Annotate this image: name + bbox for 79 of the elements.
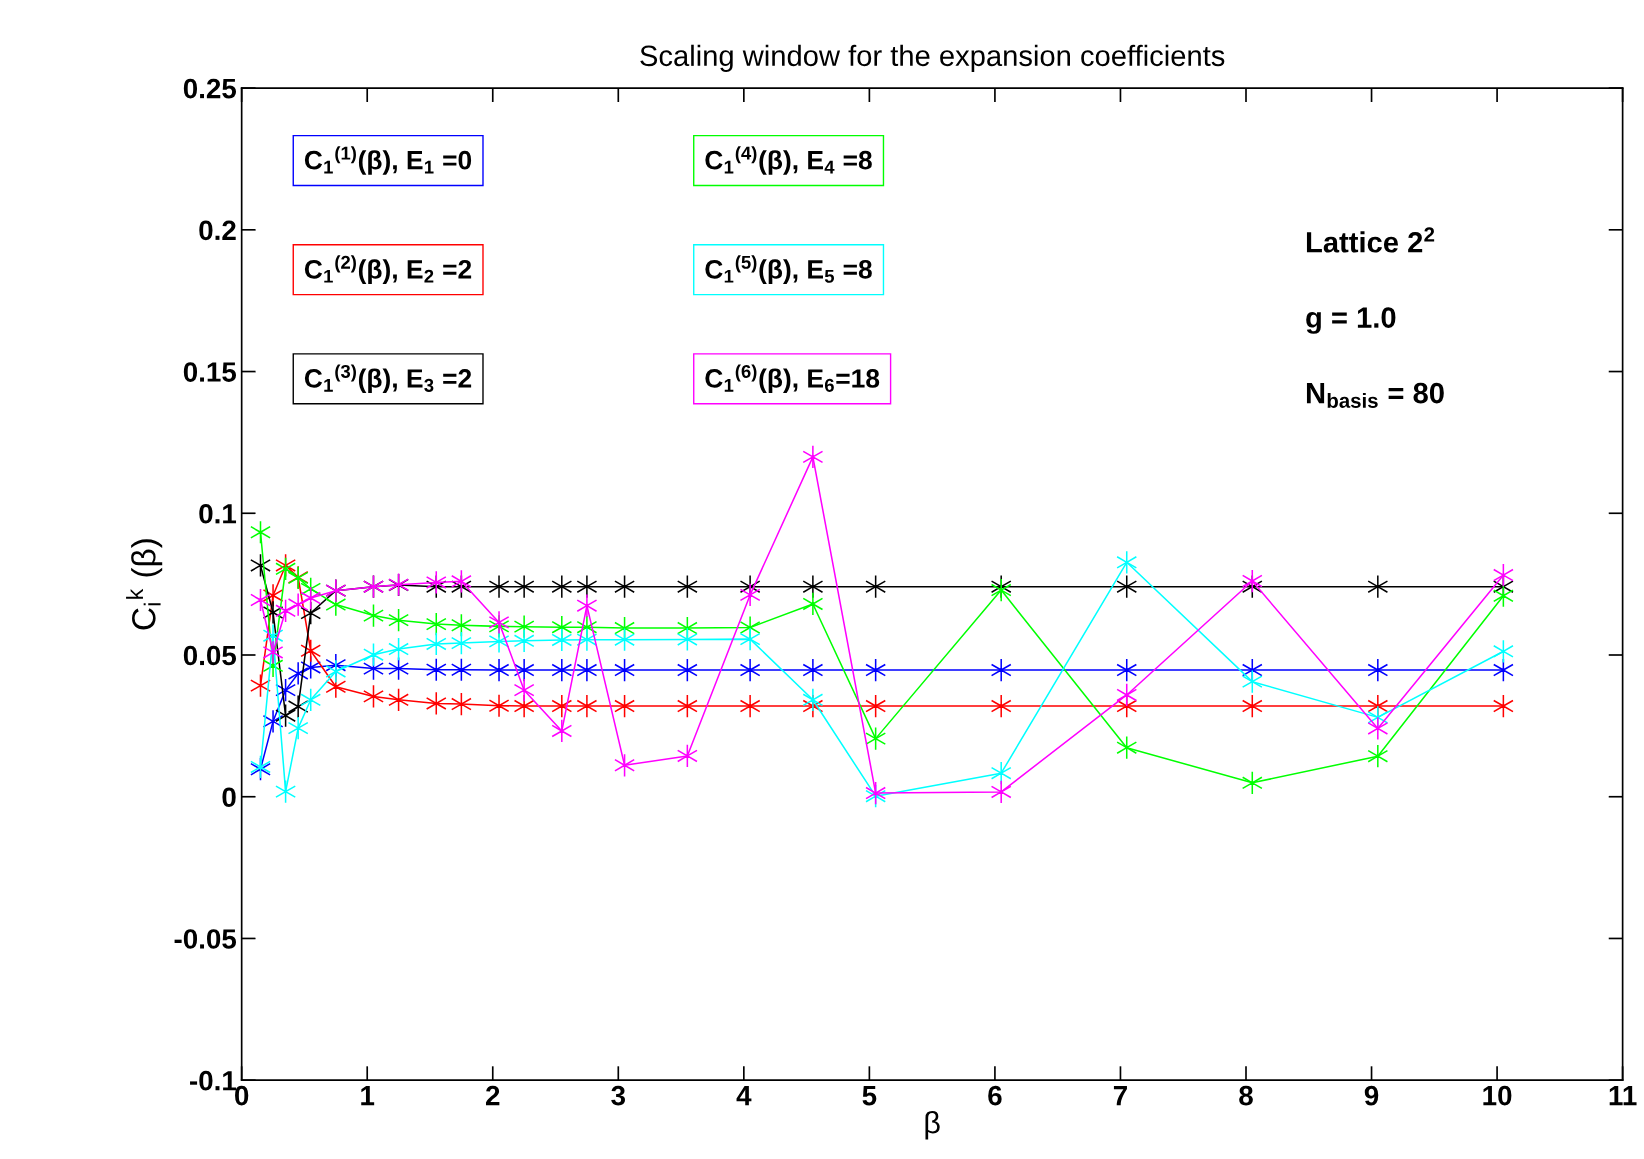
text: C$_{1}$$^{(2)}$(β), E$_{2}$ =2 [304, 255, 472, 284]
point [551, 658, 573, 682]
point [513, 678, 535, 703]
point [488, 658, 510, 682]
x-tick-label: 1 [361, 1086, 375, 1106]
point [325, 659, 347, 684]
point [576, 593, 598, 618]
point [425, 657, 447, 682]
x-tick-label: 4 [736, 1086, 752, 1106]
point [1116, 683, 1138, 707]
point [1367, 744, 1389, 769]
point [990, 658, 1012, 682]
x-tick-label: 2 [485, 1085, 500, 1106]
annotation: N$_{basis}$ = 80 [1306, 382, 1444, 408]
point [1367, 658, 1389, 682]
point [551, 694, 573, 718]
point [287, 716, 309, 741]
point [1116, 735, 1138, 760]
text: C$_{1}$$^{(4)}$(β), E$_{4}$ =8 [705, 146, 872, 175]
point [1116, 658, 1138, 682]
y-tick-label: 0.15 [183, 362, 237, 382]
point [513, 574, 535, 599]
chart-title: Scaling window for the expansion coefficients [640, 44, 1225, 72]
y-tick-label: -0.1 [190, 1070, 237, 1091]
point [488, 693, 510, 718]
x-tick-label: 10 [1483, 1085, 1512, 1106]
point [576, 658, 598, 682]
point [1367, 716, 1389, 741]
x-tick-label: 3 [611, 1085, 626, 1106]
point [262, 640, 284, 665]
x-tick-label: 6 [988, 1085, 1002, 1106]
point [287, 661, 309, 686]
point [802, 687, 824, 712]
point [488, 574, 510, 599]
y-tick-label: 0.05 [183, 645, 237, 666]
point [802, 658, 824, 682]
point [551, 719, 573, 743]
point [513, 658, 535, 682]
x-tick-label: 9 [1364, 1085, 1379, 1106]
y-tick-label: 0.1 [199, 503, 237, 524]
x-tick-label: 8 [1239, 1085, 1253, 1106]
point [739, 627, 761, 652]
y-tick-label: 0.25 [183, 78, 237, 99]
point [990, 694, 1012, 718]
x-tick-label: 5 [862, 1086, 877, 1106]
point [262, 709, 284, 734]
point [551, 628, 573, 652]
point [739, 583, 761, 607]
point [739, 658, 761, 682]
point [1116, 574, 1138, 599]
point [551, 574, 573, 599]
point [1116, 550, 1138, 575]
point [576, 694, 598, 718]
y-tick-label: 0 [222, 787, 236, 808]
text: C$_{1}$$^{(6)}$(β), E$_{6}$=18 [705, 364, 880, 394]
text: C$_{1}$$^{(1)}$(β), E$_{1}$ =0 [304, 146, 472, 175]
text: C$_{1}$$^{(3)}$(β), E$_{3}$ =2 [304, 364, 472, 394]
point [287, 694, 309, 719]
annotation: Lattice 2$^{2}$ [1306, 227, 1435, 253]
point [1367, 574, 1389, 599]
y-axis-title: C$_{i}$$^{k}$ (β) [126, 539, 163, 630]
point [802, 444, 824, 469]
annotation: g = 1.0 [1306, 307, 1396, 334]
point [576, 627, 598, 652]
y-tick-label: -0.05 [174, 929, 237, 949]
point [990, 780, 1012, 804]
x-tick-label: 11 [1609, 1086, 1637, 1106]
x-axis-title: β [925, 1110, 940, 1140]
y-tick-label: 0.2 [199, 220, 236, 241]
point [513, 628, 535, 653]
point [425, 612, 447, 636]
x-tick-label: 7 [1113, 1086, 1127, 1106]
point [262, 600, 284, 625]
text: C$_{1}$$^{(5)}$(β), E$_{5}$ =8 [705, 255, 872, 284]
point [739, 694, 761, 718]
point [287, 592, 309, 617]
point [425, 632, 447, 656]
point [802, 592, 824, 616]
point [425, 691, 447, 716]
